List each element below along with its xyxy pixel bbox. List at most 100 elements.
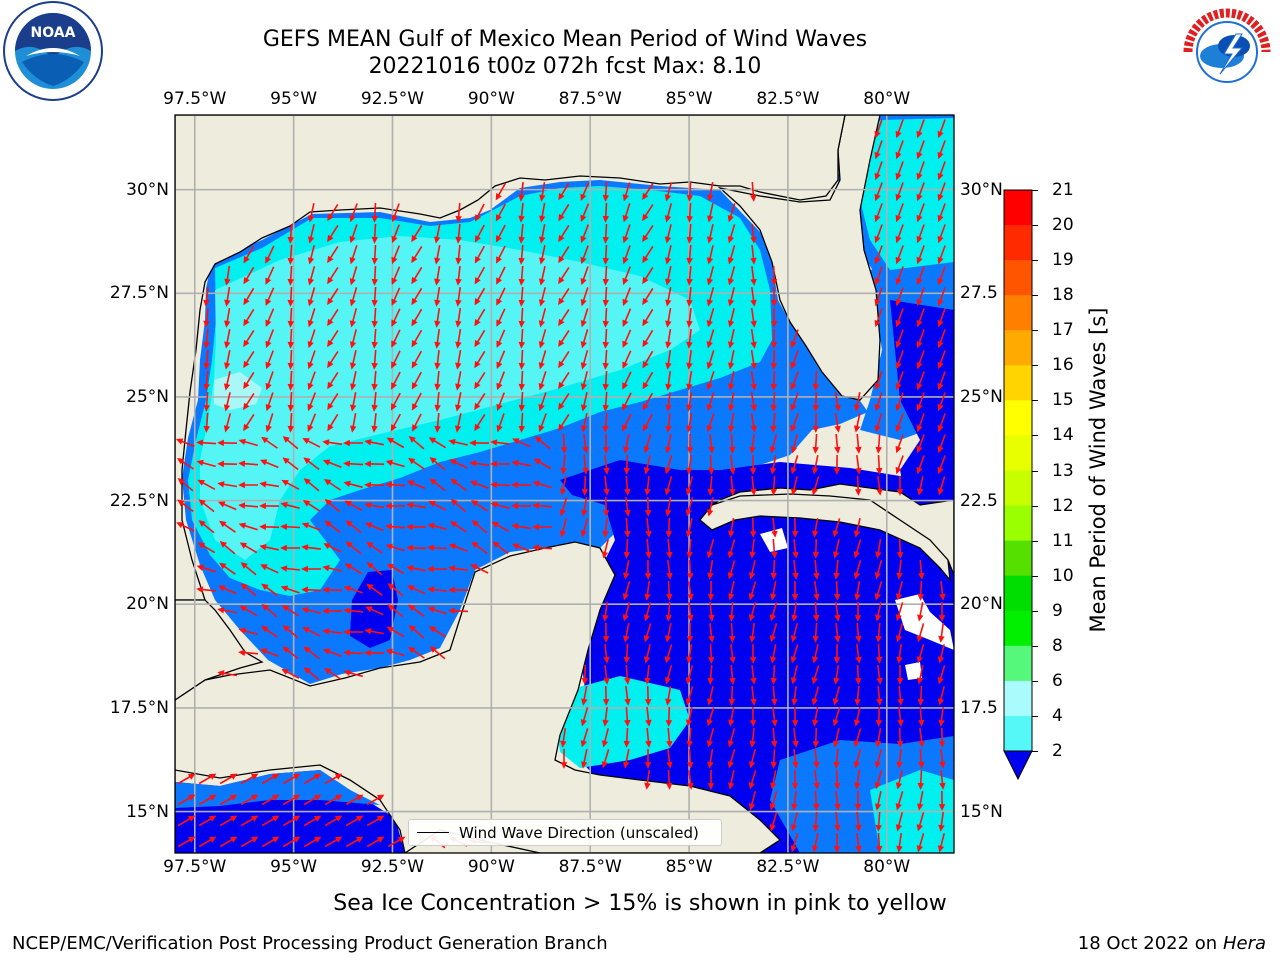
wind-wave-arrowhead [301, 544, 309, 551]
wind-wave-arrowhead [203, 362, 210, 370]
wind-wave-arrowhead [601, 551, 609, 559]
wind-wave-arrowhead [469, 439, 476, 447]
colorbar-tick [1032, 645, 1038, 647]
wind-wave-arrowhead [642, 276, 649, 285]
wind-wave-arrowhead [813, 782, 820, 790]
wind-wave-arrowhead [239, 605, 247, 612]
wind-wave-arrowhead [813, 572, 820, 580]
wind-wave-arrowhead [916, 193, 923, 202]
wind-wave-arrowhead [644, 573, 652, 580]
wind-wave-arrowhead [853, 572, 861, 580]
wind-wave-arrowhead [602, 320, 610, 328]
wind-wave-arrowhead [750, 194, 757, 202]
wind-wave-arrowhead [644, 488, 651, 496]
wind-wave-arrowhead [706, 320, 713, 328]
wind-wave-arrowhead [434, 257, 441, 265]
wind-wave-arrowhead [895, 340, 902, 349]
wind-wave-arrowhead [582, 467, 589, 475]
wind-wave-arrowhead [939, 782, 946, 790]
wind-wave-arrowhead [686, 278, 693, 286]
lon-tick-top: 85°W [665, 89, 713, 109]
colorbar-tick [1032, 435, 1038, 437]
wind-wave-arrowhead [916, 277, 923, 286]
lon-tick-bottom: 85°W [665, 857, 713, 877]
footer-host: Hera [1222, 933, 1266, 954]
wind-wave-arrowhead [302, 500, 311, 507]
wind-wave-arrowhead [385, 648, 393, 655]
wind-wave-arrowhead [412, 424, 419, 432]
wind-wave-arrowhead [749, 635, 756, 643]
wind-wave-arrowhead [223, 404, 231, 412]
wind-wave-arrowhead [790, 845, 797, 853]
wind-wave-arrowhead [302, 627, 310, 634]
wind-wave-arrowhead [876, 698, 883, 706]
wind-wave-arrowhead [208, 836, 217, 843]
wind-wave-arrowhead [558, 213, 565, 222]
wind-wave-arrowhead [645, 740, 652, 748]
wind-wave-arrowhead [664, 215, 672, 223]
wind-wave-arrowhead [474, 381, 481, 390]
wind-wave-arrowhead [434, 425, 441, 433]
wind-wave-arrowhead [307, 361, 314, 370]
wind-wave-arrowhead [602, 299, 610, 307]
wind-wave-arrowhead [376, 794, 385, 801]
wind-wave-arrowhead [208, 773, 217, 780]
wind-wave-arrowhead [769, 467, 777, 475]
lon-tick-top: 90°W [467, 89, 515, 109]
wind-wave-arrowhead [411, 403, 418, 411]
wind-wave-arrowhead [895, 193, 902, 202]
wind-wave-arrowhead [642, 424, 649, 432]
wind-wave-arrowhead [664, 677, 671, 685]
east-dark-inner [890, 300, 954, 505]
wind-wave-arrowhead [385, 502, 392, 510]
wind-wave-arrowhead [727, 383, 735, 391]
wind-wave-arrowhead [532, 502, 540, 509]
wind-wave-arrowhead [937, 151, 944, 160]
wind-wave-arrowhead [769, 635, 776, 643]
wind-wave-arrowhead [386, 563, 395, 570]
wind-wave-arrowhead [287, 278, 294, 286]
chart-title: GEFS MEAN Gulf of Mexico Mean Period of … [262, 27, 868, 52]
wind-wave-arrowhead [895, 614, 902, 622]
wind-wave-arrowhead [770, 488, 778, 496]
wind-wave-arrowhead [217, 607, 225, 614]
wind-wave-arrowhead [748, 593, 755, 601]
wind-wave-arrowhead [917, 782, 924, 790]
wind-wave-arrowhead [665, 320, 672, 328]
wind-wave-arrowhead [322, 439, 330, 446]
wind-wave-arrowhead [854, 804, 862, 811]
wind-wave-arrowhead [874, 298, 881, 307]
wind-wave-arrowhead [643, 656, 651, 664]
wind-wave-arrowhead [434, 362, 441, 370]
wind-wave-arrowhead [449, 521, 458, 528]
wind-wave-arrowhead [558, 297, 565, 306]
wind-wave-arrowhead [307, 299, 314, 307]
wind-wave-arrowhead [287, 341, 295, 349]
wind-wave-arrowhead [728, 635, 736, 643]
wind-wave-arrowhead [937, 361, 944, 370]
wind-wave-arrowhead [280, 565, 288, 572]
wind-wave-arrowhead [769, 614, 776, 622]
wind-wave-arrowhead [748, 572, 756, 580]
wind-wave-arrowhead [916, 340, 923, 349]
wind-wave-arrowhead [812, 446, 819, 454]
colorbar-tick-label: 20 [1052, 215, 1074, 236]
wind-wave-arrowhead [601, 761, 608, 769]
wind-wave-arrowhead [259, 523, 266, 531]
campeche-dark-patch [350, 570, 398, 648]
wind-wave-arrowhead [301, 565, 308, 573]
colorbar-tick [1032, 610, 1038, 612]
wind-wave-arrowhead [602, 404, 609, 412]
wind-wave-arrowhead [792, 551, 799, 559]
wind-wave-arrowhead [750, 278, 757, 286]
wind-wave-arrowhead [558, 255, 565, 264]
colorbar-segment [1004, 540, 1032, 577]
wind-wave-arrowhead [558, 423, 565, 432]
wind-wave-arrowhead [603, 677, 610, 685]
wind-wave-arrowhead [560, 447, 568, 454]
wind-wave-arrowhead [687, 782, 694, 790]
wind-wave-arrowhead [344, 563, 353, 570]
colorbar-tick-label: 14 [1052, 425, 1074, 446]
wind-wave-arrowhead [391, 298, 398, 306]
wind-wave-arrowhead [895, 319, 902, 328]
